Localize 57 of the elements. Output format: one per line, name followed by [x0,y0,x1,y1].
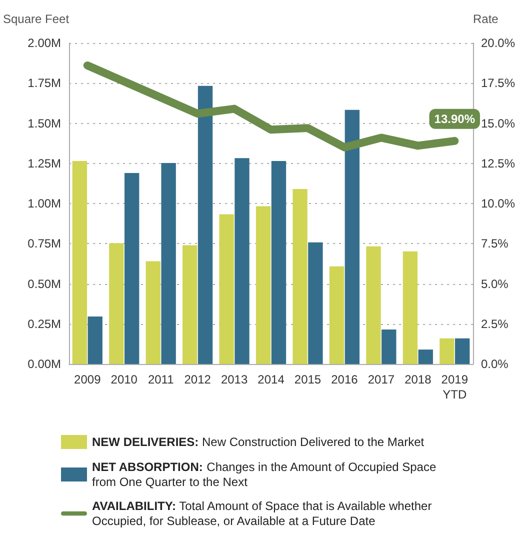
bar [256,206,271,364]
y-tick-label: 0.50M [28,276,62,291]
y2-tick-label: 20.0% [481,36,516,50]
bar [198,86,213,364]
y2-tick-label: 15.0% [481,116,516,130]
x-tick-label: 2018 [404,372,432,386]
y-tick-label: 2.00M [28,36,62,50]
bar [124,173,140,364]
bar [234,158,250,364]
bar [329,266,344,364]
bar [366,246,381,364]
data-label: 13.90% [434,112,476,126]
y2-tick-label: 10.0% [481,196,516,210]
bar [219,214,234,364]
bar [402,251,418,364]
bar [271,160,286,364]
bar [72,160,88,364]
legend-label: NEW DELIVERIES: New Construction Delivered to the Market [92,435,425,449]
bar [418,350,433,364]
x-tick-label: 2019 YTD [441,372,468,402]
y2-tick-label: 17.5% [481,76,516,90]
bar [161,163,176,364]
y2-tick-label: 5.0% [481,276,509,291]
x-tick-label: 2016 [331,372,358,386]
y2-tick-label: 2.5% [481,316,509,331]
x-tick-label: 2017 [368,372,395,386]
y-tick-label: 1.50M [28,116,62,130]
x-tick-label: 2013 [220,372,248,386]
bar [382,329,396,364]
bar [182,245,198,364]
bar [88,316,102,364]
y2-tick-label: 7.5% [481,236,509,251]
bar [109,243,124,364]
y-tick-label: 1.25M [28,156,62,170]
x-tick-label: 2014 [258,372,285,386]
bar [455,338,470,364]
bar [344,110,360,364]
bar [440,338,454,364]
bar [308,242,323,364]
x-tick-label: 2009 [74,372,102,386]
y2-tick-label: 0.0% [481,357,509,371]
bar [146,261,160,364]
y-tick-label: 0.00M [28,357,62,371]
y-tick-label: 0.75M [28,236,62,251]
legend-label: AVAILABILITY: Total Amount of Space that is Available whether Occupied, for Sublease, or Available at a Future Date [92,499,432,528]
y2-tick-label: 12.5% [481,156,516,170]
x-tick-label: 2015 [294,372,322,386]
y-axis-title: Square Feet [2,12,70,26]
y2-axis-title: Rate [473,12,499,26]
y-tick-label: 1.00M [28,196,62,210]
x-tick-label: 2010 [110,372,138,386]
y-tick-label: 1.75M [28,76,62,90]
bar [292,189,308,364]
x-tick-label: 2011 [148,372,174,386]
x-tick-label: 2012 [184,372,212,386]
y-tick-label: 0.25M [28,316,62,331]
legend-label: NET ABSORPTION: Changes in the Amount of Occupied Space from One Quarter to the Next [92,460,436,489]
